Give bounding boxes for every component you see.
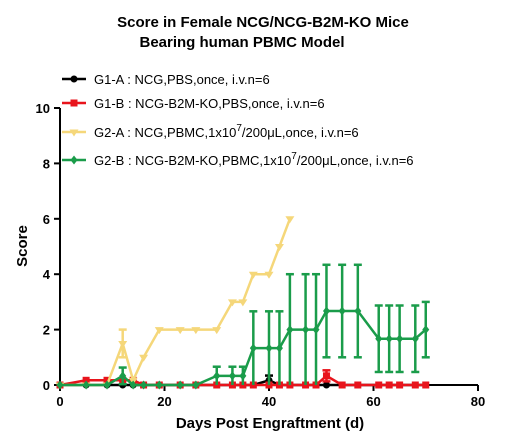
data-point: [338, 381, 346, 389]
data-point: [264, 271, 274, 279]
data-point: [354, 306, 362, 316]
data-point: [375, 381, 383, 389]
x-tick-label: 0: [56, 394, 63, 409]
legend-label-text: G2-A : NCG,PBMC,1x10: [94, 125, 236, 140]
data-point: [227, 299, 237, 307]
data-point: [129, 380, 137, 390]
data-point: [212, 327, 222, 335]
data-point: [139, 354, 149, 362]
data-point: [275, 343, 283, 353]
data-point: [154, 327, 164, 335]
data-point: [103, 380, 111, 390]
legend-label-superscript: 7: [236, 123, 242, 134]
legend-label: G1-A : NCG,PBS,once, i.v.n=6: [94, 72, 270, 87]
y-tick-label: 10: [36, 101, 50, 116]
data-point: [118, 340, 128, 348]
data-point: [70, 99, 78, 107]
data-point: [411, 381, 419, 389]
x-tick-label: 80: [471, 394, 485, 409]
data-point: [375, 334, 383, 344]
data-point: [285, 216, 295, 224]
data-point: [228, 371, 236, 381]
y-tick-label: 4: [43, 267, 51, 282]
data-point: [286, 325, 294, 335]
data-point: [82, 380, 90, 390]
legend-label-text: G1-B : NCG-B2M-KO,PBS,once, i.v.n=6: [94, 96, 325, 111]
x-axis-label: Days Post Engraftment (d): [176, 415, 364, 432]
legend-label: G2-A : NCG,PBMC,1x107/200μL,once, i.v.n=…: [94, 123, 359, 140]
data-point: [322, 381, 330, 389]
data-point: [155, 380, 163, 390]
series-3: [56, 263, 430, 390]
data-point: [103, 376, 111, 384]
data-point: [422, 381, 430, 389]
data-point: [265, 343, 273, 353]
data-point: [176, 380, 184, 390]
data-point: [274, 244, 284, 251]
legend-label-suffix: /200μL,once, i.v.n=6: [242, 125, 359, 140]
data-point: [140, 380, 148, 390]
data-point: [239, 371, 247, 381]
data-point: [354, 381, 362, 389]
legend-label-text: G2-B : NCG-B2M-KO,PBMC,1x10: [94, 153, 291, 168]
data-point: [82, 376, 90, 384]
x-tick-label: 40: [262, 394, 276, 409]
y-tick-label: 0: [43, 378, 50, 393]
legend-label-superscript: 7: [291, 151, 297, 162]
series-2: [55, 216, 295, 390]
legend-label: G1-B : NCG-B2M-KO,PBS,once, i.v.n=6: [94, 96, 325, 111]
data-point: [322, 372, 330, 380]
legend-item-3: G2-B : NCG-B2M-KO,PBMC,1x107/200μL,once,…: [62, 151, 414, 168]
y-tick-label: 6: [43, 212, 50, 227]
data-point: [249, 343, 257, 353]
data-point: [411, 334, 419, 344]
data-point: [302, 325, 310, 335]
y-axis-label: Score: [14, 225, 31, 267]
data-point: [70, 75, 78, 83]
data-point: [248, 271, 258, 279]
data-point: [385, 334, 393, 344]
data-point: [191, 327, 201, 335]
data-point: [396, 334, 404, 344]
legend-item-1: G1-B : NCG-B2M-KO,PBS,once, i.v.n=6: [62, 96, 325, 111]
data-point: [322, 306, 330, 316]
chart-title-line-2: Bearing human PBMC Model: [139, 34, 344, 51]
data-point: [312, 325, 320, 335]
data-point: [238, 299, 248, 307]
y-tick-label: 2: [43, 323, 50, 338]
legend-item-0: G1-A : NCG,PBS,once, i.v.n=6: [62, 72, 270, 87]
data-point: [192, 380, 200, 390]
chart-title-line-1: Score in Female NCG/NCG-B2M-KO Mice: [117, 14, 409, 31]
legend: G1-A : NCG,PBS,once, i.v.n=6 G1-B : NCG-B…: [62, 72, 414, 168]
legend-item-2: G2-A : NCG,PBMC,1x107/200μL,once, i.v.n=…: [62, 123, 359, 140]
data-point: [338, 306, 346, 316]
series-line: [60, 218, 292, 387]
legend-label-suffix: /200μL,once, i.v.n=6: [297, 153, 414, 168]
y-tick-label: 8: [43, 156, 50, 171]
data-point: [396, 381, 404, 389]
data-point: [385, 381, 393, 389]
data-point: [213, 371, 221, 381]
data-point: [175, 327, 185, 335]
data-point: [56, 380, 64, 390]
axes: 0 2 4 6 8 10 0 20 40 60 80: [36, 101, 486, 409]
data-point: [422, 325, 430, 335]
legend-label-text: G1-A : NCG,PBS,once, i.v.n=6: [94, 72, 270, 87]
legend-label: G2-B : NCG-B2M-KO,PBMC,1x107/200μL,once,…: [94, 151, 414, 168]
data-point: [70, 155, 78, 165]
x-tick-label: 60: [366, 394, 380, 409]
plot-area: [55, 216, 430, 390]
data-point: [119, 371, 127, 381]
data-point: [69, 129, 79, 137]
x-tick-label: 20: [157, 394, 171, 409]
